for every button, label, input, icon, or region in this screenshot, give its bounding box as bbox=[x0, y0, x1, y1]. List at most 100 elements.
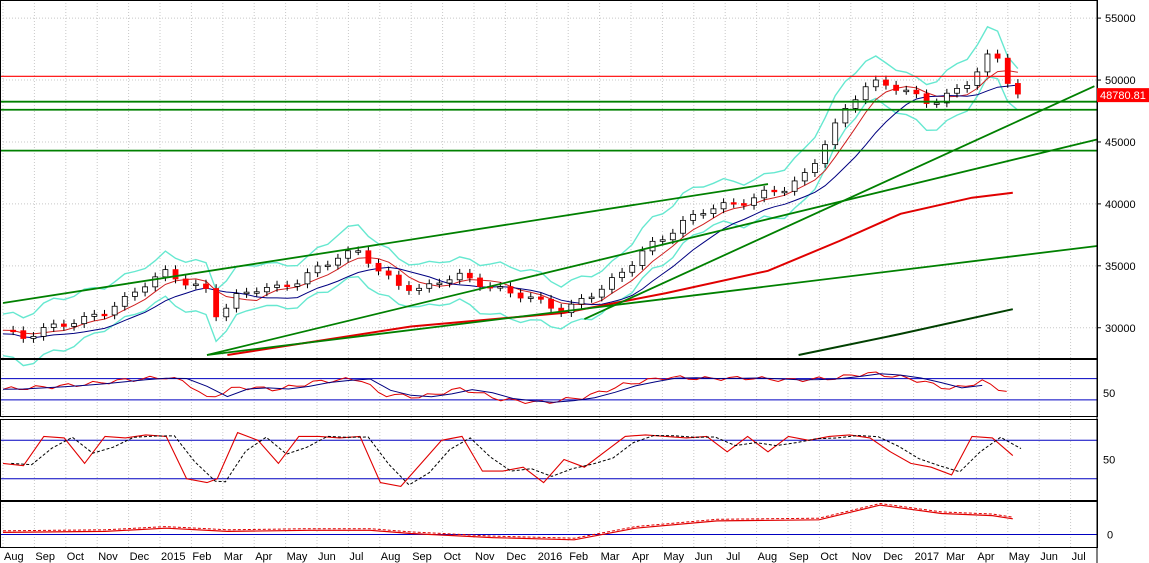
candle-body bbox=[537, 296, 544, 300]
candle-body bbox=[294, 283, 301, 287]
indicator-panels bbox=[0, 371, 1097, 541]
candle-body bbox=[903, 89, 910, 93]
candle-body bbox=[578, 298, 585, 305]
time-tick-label: Aug bbox=[4, 551, 24, 563]
stoch-d-line bbox=[11, 434, 1022, 486]
candle-body bbox=[284, 284, 291, 287]
candle-body bbox=[771, 189, 778, 193]
time-tick-label: Jun bbox=[1040, 551, 1058, 563]
trendline bbox=[206, 138, 1098, 356]
candle-body bbox=[822, 144, 828, 164]
price-tick-label: 40000 bbox=[1105, 199, 1136, 211]
time-tick-label: 2017 bbox=[915, 551, 939, 563]
candle-body bbox=[791, 180, 798, 192]
stoch-tick-label: 50 bbox=[1103, 455, 1115, 467]
candle-body bbox=[507, 286, 514, 294]
candle-body bbox=[781, 190, 788, 194]
price-tick-label: 50000 bbox=[1105, 75, 1136, 87]
candle-body bbox=[385, 270, 392, 276]
candle-body bbox=[720, 202, 727, 210]
time-tick-label: 2015 bbox=[161, 551, 185, 563]
time-tick-label: Sep bbox=[412, 551, 432, 563]
time-tick-label: Mar bbox=[224, 551, 243, 563]
candle-body bbox=[456, 272, 463, 281]
candle-body bbox=[203, 283, 209, 289]
time-tick-label: Feb bbox=[569, 551, 588, 563]
time-tick-label: Mar bbox=[601, 551, 620, 563]
last-price-tag: 48780.81 bbox=[1097, 88, 1149, 103]
candle-body bbox=[172, 269, 179, 280]
candle-body bbox=[883, 79, 889, 86]
candle-body bbox=[619, 271, 625, 279]
candle-body bbox=[984, 53, 991, 73]
candle-body bbox=[852, 99, 859, 109]
candle-body bbox=[395, 274, 402, 286]
candle-body bbox=[50, 323, 57, 328]
candle-body bbox=[598, 288, 605, 298]
candle-body bbox=[121, 296, 128, 307]
time-tick-label: Dec bbox=[883, 551, 903, 563]
candle-body bbox=[71, 323, 77, 327]
candle-body bbox=[954, 88, 960, 94]
candle-body bbox=[812, 163, 818, 173]
time-tick-label: Oct bbox=[67, 551, 84, 563]
candle-body bbox=[872, 79, 879, 88]
candle-body bbox=[609, 277, 615, 290]
candle-body bbox=[406, 285, 412, 291]
candle-body bbox=[142, 286, 148, 293]
time-axis: Aug Sep Oct Nov Dec 2015 Feb Mar Apr May Jun Jul Aug… bbox=[4, 551, 1086, 563]
bollinger-lower-line bbox=[2, 75, 1019, 367]
price-tick-label: 35000 bbox=[1105, 261, 1136, 273]
candle-body bbox=[669, 232, 676, 241]
horizontal-levels bbox=[0, 75, 1097, 152]
candle-body bbox=[213, 288, 220, 318]
candle-body bbox=[690, 213, 697, 221]
trendline bbox=[584, 85, 1095, 320]
candle-body bbox=[324, 264, 331, 267]
candle-body bbox=[801, 172, 808, 182]
ma-longest-line bbox=[798, 308, 1014, 356]
candle-body bbox=[1015, 83, 1021, 95]
time-tick-label: May bbox=[1009, 551, 1030, 563]
candle-body bbox=[446, 279, 453, 284]
candle-body bbox=[375, 262, 382, 272]
time-tick-label: Sep bbox=[35, 551, 55, 563]
candle-body bbox=[162, 269, 169, 278]
candle-body bbox=[304, 272, 311, 285]
candle-body bbox=[994, 53, 1001, 59]
candle-body bbox=[943, 92, 950, 104]
last-price-tag-background bbox=[1097, 88, 1149, 103]
time-tick-label: Mar bbox=[946, 551, 965, 563]
osc-signal-line bbox=[2, 502, 1013, 539]
price-axis: 55000 50000 45000 40000 35000 30000 50 50 0 bbox=[1097, 13, 1136, 542]
time-tick-label: Apr bbox=[977, 551, 994, 563]
time-tick-label: Nov bbox=[475, 551, 495, 563]
candle-body bbox=[355, 250, 362, 253]
time-tick-label: 2016 bbox=[538, 551, 562, 563]
candle-body bbox=[253, 291, 260, 294]
candle-body bbox=[152, 276, 159, 288]
time-tick-label: Jul bbox=[726, 551, 740, 563]
candle-body bbox=[974, 71, 981, 86]
candle-body bbox=[527, 296, 534, 299]
bollinger-bands bbox=[2, 25, 1019, 367]
trendlines bbox=[2, 85, 1098, 356]
candle-body bbox=[517, 292, 524, 299]
price-tick-label: 45000 bbox=[1105, 137, 1136, 149]
time-tick-label: Jun bbox=[695, 551, 713, 563]
time-tick-label: Apr bbox=[255, 551, 272, 563]
time-tick-label: May bbox=[287, 551, 308, 563]
time-tick-label: Jul bbox=[1072, 551, 1086, 563]
candle-body bbox=[10, 329, 17, 333]
candle-body bbox=[964, 85, 971, 89]
candle-body bbox=[659, 239, 666, 242]
stoch-k-line bbox=[2, 431, 1014, 487]
candle-body bbox=[132, 291, 138, 297]
candle-body bbox=[263, 287, 270, 293]
last-price-label: 48780.81 bbox=[1100, 90, 1146, 102]
time-tick-label: Nov bbox=[98, 551, 118, 563]
candle-body bbox=[223, 307, 230, 318]
candle-body bbox=[243, 291, 250, 295]
candle-body bbox=[680, 219, 686, 234]
